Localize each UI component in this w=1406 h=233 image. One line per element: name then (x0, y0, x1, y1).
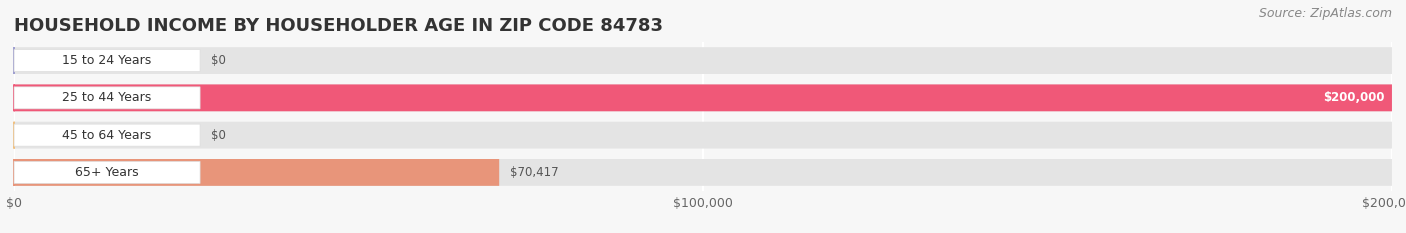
Text: 25 to 44 Years: 25 to 44 Years (62, 91, 152, 104)
Text: 45 to 64 Years: 45 to 64 Years (62, 129, 152, 142)
Text: $0: $0 (211, 54, 226, 67)
FancyBboxPatch shape (14, 87, 200, 109)
Text: 65+ Years: 65+ Years (76, 166, 139, 179)
FancyBboxPatch shape (14, 84, 1392, 111)
FancyBboxPatch shape (14, 159, 499, 186)
Text: $70,417: $70,417 (510, 166, 558, 179)
Text: $0: $0 (211, 129, 226, 142)
Text: Source: ZipAtlas.com: Source: ZipAtlas.com (1258, 7, 1392, 20)
FancyBboxPatch shape (14, 161, 200, 183)
FancyBboxPatch shape (14, 84, 1392, 111)
Text: $200,000: $200,000 (1323, 91, 1385, 104)
FancyBboxPatch shape (14, 159, 1392, 186)
FancyBboxPatch shape (14, 50, 200, 72)
Text: HOUSEHOLD INCOME BY HOUSEHOLDER AGE IN ZIP CODE 84783: HOUSEHOLD INCOME BY HOUSEHOLDER AGE IN Z… (14, 17, 664, 35)
FancyBboxPatch shape (14, 122, 1392, 149)
FancyBboxPatch shape (14, 47, 1392, 74)
FancyBboxPatch shape (14, 124, 200, 146)
Text: 15 to 24 Years: 15 to 24 Years (62, 54, 152, 67)
